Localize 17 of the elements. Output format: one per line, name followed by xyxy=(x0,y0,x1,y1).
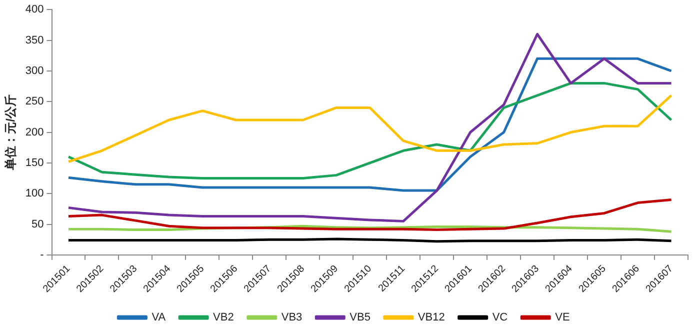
legend-label: VC xyxy=(492,312,508,324)
y-tick-label: 50 xyxy=(32,218,44,230)
y-tick-label: 300 xyxy=(25,64,44,77)
y-axis-title: 单位：元/公斤 xyxy=(4,94,18,171)
legend-label: VB3 xyxy=(281,312,302,324)
y-tick-label: 250 xyxy=(25,96,44,108)
y-tick-label: 150 xyxy=(25,156,44,169)
y-tick-label: 200 xyxy=(25,126,44,138)
y-tick-label: 400 xyxy=(25,4,44,16)
legend-label: VA xyxy=(152,312,166,324)
y-tick-label: 350 xyxy=(25,34,44,46)
legend-label: VB5 xyxy=(350,312,370,324)
legend-label: VB2 xyxy=(213,312,234,324)
legend-label: VB12 xyxy=(418,312,445,324)
y-tick-label: - xyxy=(40,248,44,261)
legend-label: VE xyxy=(555,312,570,324)
y-tick-label: 100 xyxy=(25,188,44,200)
